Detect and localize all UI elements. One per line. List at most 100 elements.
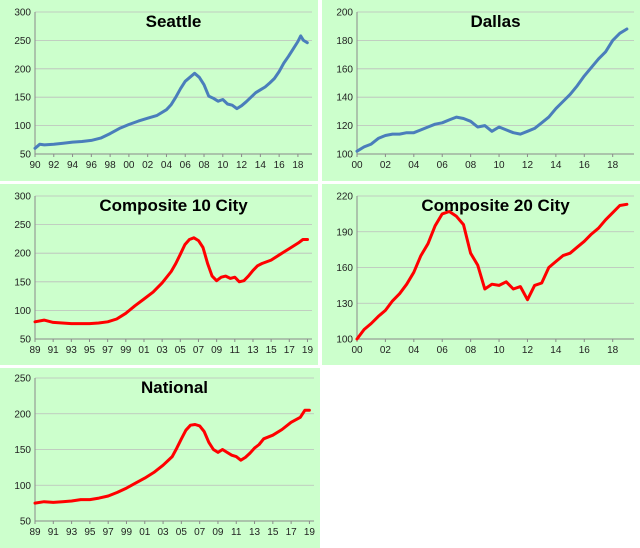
series-line-national	[33, 408, 311, 505]
x-tick-label: 97	[103, 527, 115, 538]
chart-svg-national: 50 100 150 200 250 89 91 93 95 97 99 01 03 05 07 09 11 13…	[14, 374, 316, 539]
x-tick-label: 02	[380, 345, 392, 356]
x-tick-label: 05	[176, 527, 188, 538]
chart-title: Composite 20 City	[421, 196, 570, 215]
x-tick-label: 11	[230, 345, 241, 356]
x-tick-label: 99	[121, 527, 133, 538]
x-tick-label: 17	[286, 527, 298, 538]
y-tick-label: 100	[14, 121, 31, 132]
y-tick-label: 100	[336, 150, 353, 161]
x-tick-label: 14	[255, 160, 267, 171]
x-tick-label: 14	[550, 345, 562, 356]
chart-panel-national: 50 100 150 200 250 89 91 93 95 97 99 01 03 05 07 09 11 13…	[0, 368, 320, 548]
y-tick-label: 50	[20, 335, 32, 346]
x-tick-label: 10	[493, 160, 505, 171]
x-tick-label: 10	[493, 345, 505, 356]
y-tick-label: 200	[14, 409, 31, 420]
x-tick-label: 09	[211, 345, 223, 356]
chart-title: National	[141, 378, 208, 397]
x-tick-label: 92	[48, 160, 60, 171]
y-tick-label: 200	[336, 8, 353, 19]
x-tick-label: 10	[217, 160, 229, 171]
y-tick-label: 200	[14, 249, 31, 260]
x-tick-label: 12	[236, 160, 248, 171]
x-tick-label: 95	[84, 527, 96, 538]
series-line-seattle	[33, 34, 309, 150]
y-tick-label: 130	[336, 299, 353, 310]
x-tick-label: 03	[158, 527, 170, 538]
y-tick-label: 250	[14, 220, 31, 231]
y-tick-label: 250	[14, 374, 31, 385]
x-tick-label: 17	[284, 345, 296, 356]
x-tick-label: 14	[550, 160, 562, 171]
x-tick-label: 16	[579, 160, 591, 171]
y-tick-label: 50	[20, 150, 32, 161]
x-tick-label: 96	[86, 160, 98, 171]
series-line-dallas	[355, 27, 629, 153]
x-tick-label: 07	[194, 527, 206, 538]
x-tick-label: 19	[302, 345, 314, 356]
chart-svg-composite-20: 100 130 160 190 220 00 02 04 06 08 10 12 14 16 18 Compo…	[336, 192, 634, 356]
x-tick-label: 00	[123, 160, 135, 171]
x-tick-label: 02	[142, 160, 154, 171]
y-tick-label: 100	[14, 306, 31, 317]
x-tick-label: 11	[231, 527, 242, 538]
x-tick-label: 04	[161, 160, 173, 171]
chart-panel-composite-20: 100 130 160 190 220 00 02 04 06 08 10 12 14 16 18 Compo…	[322, 184, 640, 365]
x-tick-label: 99	[120, 345, 132, 356]
x-tick-label: 15	[267, 527, 279, 538]
x-tick-label: 04	[408, 160, 420, 171]
y-tick-label: 220	[336, 192, 353, 203]
x-tick-label: 89	[29, 345, 41, 356]
y-tick-label: 150	[14, 445, 31, 456]
x-tick-label: 19	[304, 527, 316, 538]
x-tick-label: 08	[198, 160, 210, 171]
x-tick-label: 08	[465, 160, 477, 171]
x-tick-label: 97	[102, 345, 114, 356]
x-tick-label: 06	[437, 345, 449, 356]
y-tick-label: 250	[14, 36, 31, 47]
y-tick-label: 100	[14, 481, 31, 492]
y-tick-label: 120	[336, 121, 353, 132]
x-tick-label: 18	[292, 160, 304, 171]
x-tick-label: 04	[408, 345, 420, 356]
x-tick-label: 07	[193, 345, 205, 356]
x-tick-label: 18	[607, 160, 619, 171]
x-tick-label: 91	[48, 345, 60, 356]
x-tick-label: 15	[266, 345, 278, 356]
series-line-composite-10	[33, 236, 309, 326]
x-tick-label: 13	[249, 527, 261, 538]
y-tick-label: 150	[14, 277, 31, 288]
y-tick-label: 200	[14, 64, 31, 75]
x-tick-label: 06	[180, 160, 192, 171]
y-tick-label: 160	[336, 64, 353, 75]
y-tick-label: 300	[14, 8, 31, 19]
chart-svg-seattle: 50 100 150 200 250 300 90 92 94 96 98 00 02 04 06 08 10 1…	[14, 8, 312, 171]
x-tick-label: 94	[67, 160, 79, 171]
y-tick-label: 100	[336, 335, 353, 346]
y-tick-label: 180	[336, 36, 353, 47]
x-tick-label: 98	[105, 160, 117, 171]
x-tick-label: 12	[522, 345, 534, 356]
y-tick-label: 150	[14, 93, 31, 104]
x-tick-label: 01	[139, 527, 151, 538]
chart-svg-composite-10: 50 100 150 200 250 300 89 91 93 95 97 99 01 03 05 07 09 1…	[14, 192, 314, 357]
chart-panel-seattle: 50 100 150 200 250 300 90 92 94 96 98 00 02 04 06 08 10 1…	[0, 0, 318, 181]
chart-title: Dallas	[470, 12, 520, 31]
chart-panel-composite-10: 50 100 150 200 250 300 89 91 93 95 97 99 01 03 05 07 09 1…	[0, 184, 318, 365]
y-tick-label: 140	[336, 93, 353, 104]
x-tick-label: 13	[247, 345, 259, 356]
x-tick-label: 08	[465, 345, 477, 356]
x-tick-label: 00	[351, 345, 363, 356]
y-tick-label: 190	[336, 227, 353, 238]
y-tick-label: 50	[20, 517, 32, 528]
series-line-composite-20	[355, 202, 629, 341]
x-tick-label: 09	[212, 527, 224, 538]
chart-title: Composite 10 City	[99, 196, 248, 215]
x-tick-label: 03	[157, 345, 169, 356]
x-tick-label: 16	[274, 160, 286, 171]
x-tick-label: 06	[437, 160, 449, 171]
x-tick-label: 89	[29, 527, 41, 538]
x-tick-label: 12	[522, 160, 534, 171]
x-tick-label: 95	[84, 345, 96, 356]
